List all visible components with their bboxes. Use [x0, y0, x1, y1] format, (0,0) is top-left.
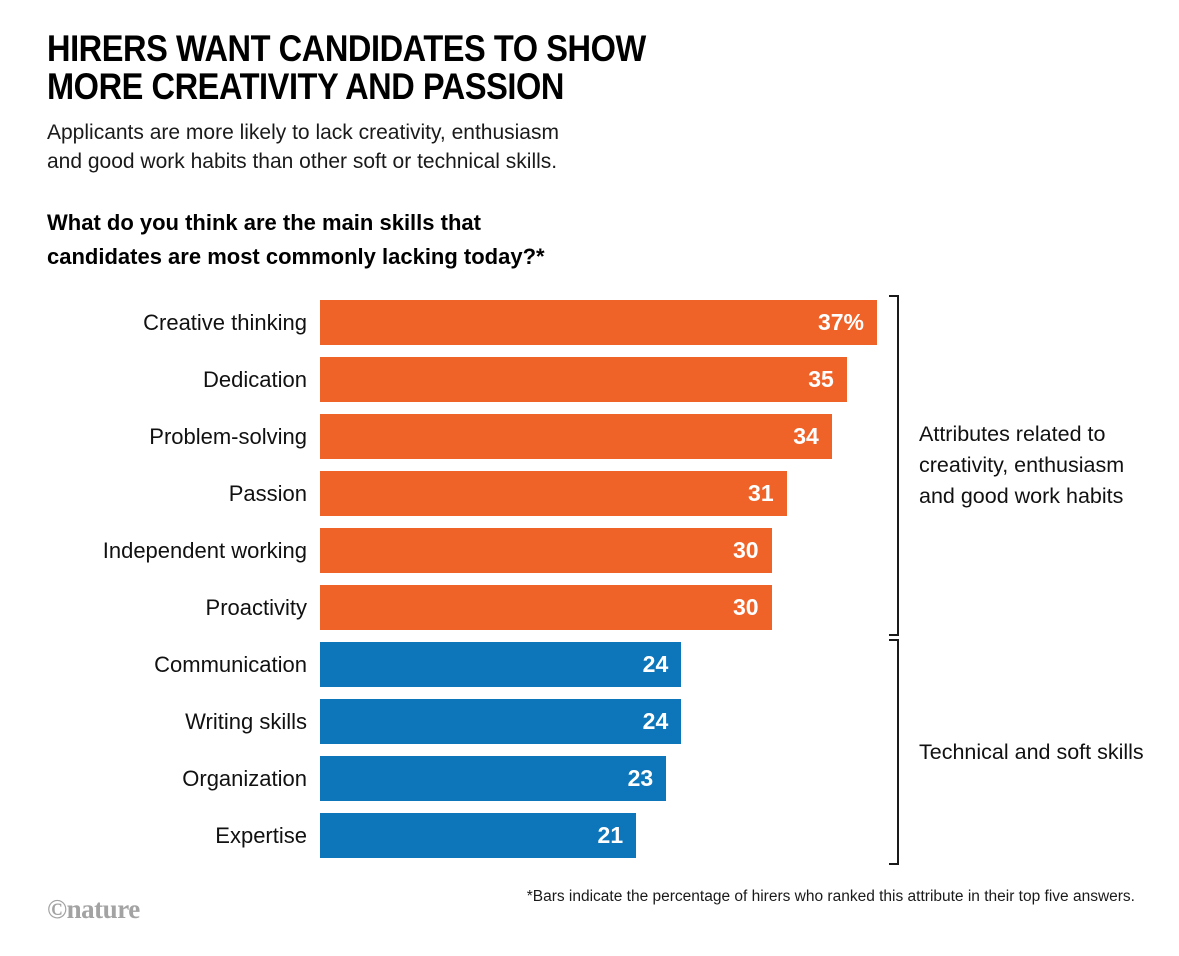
bar: 24: [320, 642, 682, 687]
bar-label: Creative thinking: [143, 309, 307, 335]
bar-track: 31: [320, 471, 877, 516]
bar-row: Dedication 35: [47, 357, 1135, 402]
bar-label: Organization: [182, 765, 307, 791]
bracket-creativity-group: [889, 295, 899, 636]
annotation-creativity-text: Attributes related to creativity, enthus…: [919, 422, 1125, 508]
bar: 35: [320, 357, 847, 402]
bar-row: Communication 24: [47, 642, 1135, 687]
bar-row: Proactivity 30: [47, 585, 1135, 630]
bar: 30: [320, 585, 772, 630]
bar: 21: [320, 813, 637, 858]
bar-label: Communication: [154, 651, 307, 677]
bar-track: 34: [320, 414, 877, 459]
nature-logo: ©nature: [47, 894, 140, 924]
bar: 31: [320, 471, 787, 516]
bar-value: 24: [642, 651, 669, 677]
question-line-2: candidates are most commonly lacking tod…: [47, 244, 545, 269]
bar-label: Passion: [228, 480, 307, 506]
bar-row: Expertise 21: [47, 813, 1135, 858]
bar-row: Passion 31: [47, 471, 1135, 516]
bar-row: Problem-solving 34: [47, 414, 1135, 459]
bar-label: Problem-solving: [149, 423, 307, 449]
bar: 23: [320, 756, 667, 801]
bar-row: Independent working 30: [47, 528, 1135, 573]
chart-question: What do you think are the main skills th…: [47, 206, 1135, 274]
bar-label: Expertise: [215, 822, 307, 848]
bar-rows: Creative thinking 37% Dedication 35 Problem-…: [47, 300, 1135, 858]
bar-track: 24: [320, 642, 877, 687]
bar-track: 37%: [320, 300, 877, 345]
bar-track: 21: [320, 813, 877, 858]
bar-value: 24: [642, 708, 669, 734]
bar: 24: [320, 699, 682, 744]
bar-label: Dedication: [203, 366, 307, 392]
bar-value: 31: [748, 480, 774, 506]
bar-value: 35: [808, 366, 834, 392]
bar-value: 37%: [817, 309, 864, 335]
bar: 37%: [320, 300, 877, 345]
annotation-technical-group: Technical and soft skills: [919, 639, 1159, 865]
annotation-creativity-group: Attributes related to creativity, enthus…: [919, 295, 1159, 636]
bar-label: Independent working: [102, 537, 307, 563]
bar-chart: Creative thinking 37% Dedication 35 Problem-…: [47, 295, 1144, 865]
bar-value: 30: [733, 594, 759, 620]
bar-track: 35: [320, 357, 877, 402]
bar-label: Writing skills: [185, 708, 307, 734]
bar: 34: [320, 414, 832, 459]
bar-track: 30: [320, 528, 877, 573]
subtitle: Applicants are more likely to lack creat…: [47, 118, 1135, 176]
bar: 30: [320, 528, 772, 573]
bar-label: Proactivity: [205, 594, 307, 620]
bar-value: 21: [597, 822, 624, 848]
bar-row: Creative thinking 37%: [47, 300, 1135, 345]
bar-track: 24: [320, 699, 877, 744]
title-line-2: MORE CREATIVITY AND PASSION: [47, 66, 564, 107]
subtitle-line-1: Applicants are more likely to lack creat…: [47, 121, 559, 144]
subtitle-line-2: and good work habits than other soft or …: [47, 150, 558, 173]
footnote: *Bars indicate the percentage of hirers …: [526, 888, 1135, 905]
page-title: HIRERS WANT CANDIDATES TO SHOW MORE CREA…: [47, 30, 1004, 106]
title-line-1: HIRERS WANT CANDIDATES TO SHOW: [47, 28, 646, 69]
bar-row: Writing skills 24: [47, 699, 1135, 744]
bar-track: 23: [320, 756, 877, 801]
bar-value: 34: [793, 423, 819, 449]
question-line-1: What do you think are the main skills th…: [47, 210, 481, 235]
bar-track: 30: [320, 585, 877, 630]
bracket-technical-group: [889, 639, 899, 865]
bar-value: 23: [627, 765, 654, 791]
bar-row: Organization 23: [47, 756, 1135, 801]
bar-value: 30: [733, 537, 759, 563]
annotation-technical-text: Technical and soft skills: [919, 739, 1144, 764]
